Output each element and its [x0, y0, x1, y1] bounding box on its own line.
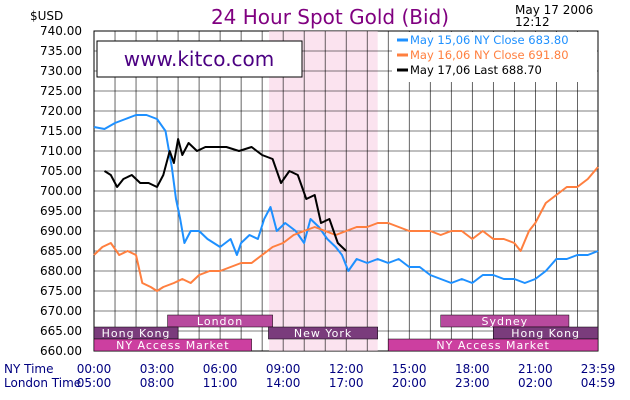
y-tick-label: 695.00 [40, 204, 82, 218]
watermark-box: www.kitco.com [96, 40, 303, 78]
price-series [93, 114, 599, 292]
y-tick-label: 725.00 [40, 84, 82, 98]
session-band-label: Hong Kong [102, 327, 171, 340]
x-tick-label-ny: 00:00 [77, 362, 112, 376]
x-tick-label-ny: 06:00 [203, 362, 238, 376]
session-band [93, 338, 252, 352]
y-tick-label: 740.00 [40, 24, 82, 38]
session-band-label: NY Access Market [116, 339, 229, 352]
ny-time-row-label: NY Time [4, 362, 54, 376]
y-axis: 740.00 735.00 730.00 725.00 720.00 715.00 710.… [40, 24, 82, 358]
y-tick-label: 670.00 [40, 304, 82, 318]
y-tick-label: 730.00 [40, 64, 82, 78]
y-tick-label: 705.00 [40, 164, 82, 178]
chart-title: 24 Hour Spot Gold (Bid) [211, 5, 449, 29]
y-tick-label: 660.00 [40, 344, 82, 358]
y-tick-label: 720.00 [40, 104, 82, 118]
series-line-1 [93, 114, 599, 284]
session-band-label: Hong Kong [511, 327, 580, 340]
legend-entry: May 17,06 Last 688.70 [410, 63, 542, 77]
x-tick-label-london: 02:00 [518, 376, 553, 390]
y-tick-label: 675.00 [40, 284, 82, 298]
unit-label: $USD [30, 9, 63, 23]
legend-entry: May 15,06 NY Close 683.80 [410, 33, 569, 47]
session-band-label: New York [294, 327, 352, 340]
x-tick-label-ny: 23:59 [581, 362, 616, 376]
y-tick-label: 665.00 [40, 324, 82, 338]
x-tick-label-london: 08:00 [140, 376, 175, 390]
legend-entry: May 16,06 NY Close 691.80 [410, 48, 569, 62]
legend-box [392, 32, 597, 82]
timestamp-date: May 17 2006 [515, 3, 593, 17]
x-tick-label-ny: 15:00 [392, 362, 427, 376]
x-tick-label-ny: 21:00 [518, 362, 553, 376]
x-tick-label-ny: 09:00 [266, 362, 301, 376]
x-tick-label-ny: 18:00 [455, 362, 490, 376]
x-tick-label-london: 14:00 [266, 376, 301, 390]
session-band-label: NY Access Market [436, 339, 549, 352]
grid-lines [94, 30, 598, 352]
x-tick-label-london: 20:00 [392, 376, 427, 390]
session-band [167, 314, 273, 328]
y-tick-label: 685.00 [40, 244, 82, 258]
x-tick-label-london: 23:00 [455, 376, 490, 390]
y-tick-label: 735.00 [40, 44, 82, 58]
y-tick-label: 715.00 [40, 124, 82, 138]
session-band [268, 326, 378, 340]
x-tick-label-london: 04:59 [581, 376, 616, 390]
y-tick-label: 700.00 [40, 184, 82, 198]
x-tick-label-london: 11:00 [203, 376, 238, 390]
x-tick-label-london: 05:00 [77, 376, 112, 390]
series-line-3 [103, 138, 347, 252]
x-tick-label-london: 17:00 [329, 376, 364, 390]
y-tick-label: 680.00 [40, 264, 82, 278]
london-time-row-label: London Time [4, 376, 81, 390]
x-tick-label-ny: 12:00 [329, 362, 364, 376]
session-band [387, 338, 599, 352]
y-tick-label: 710.00 [40, 144, 82, 158]
x-tick-label-ny: 03:00 [140, 362, 175, 376]
watermark-text: www.kitco.com [124, 47, 275, 71]
session-band-label: London [197, 315, 243, 328]
session-band-label: Sydney [481, 315, 528, 328]
y-tick-label: 690.00 [40, 224, 82, 238]
timestamp-time: 12:12 [515, 15, 550, 29]
